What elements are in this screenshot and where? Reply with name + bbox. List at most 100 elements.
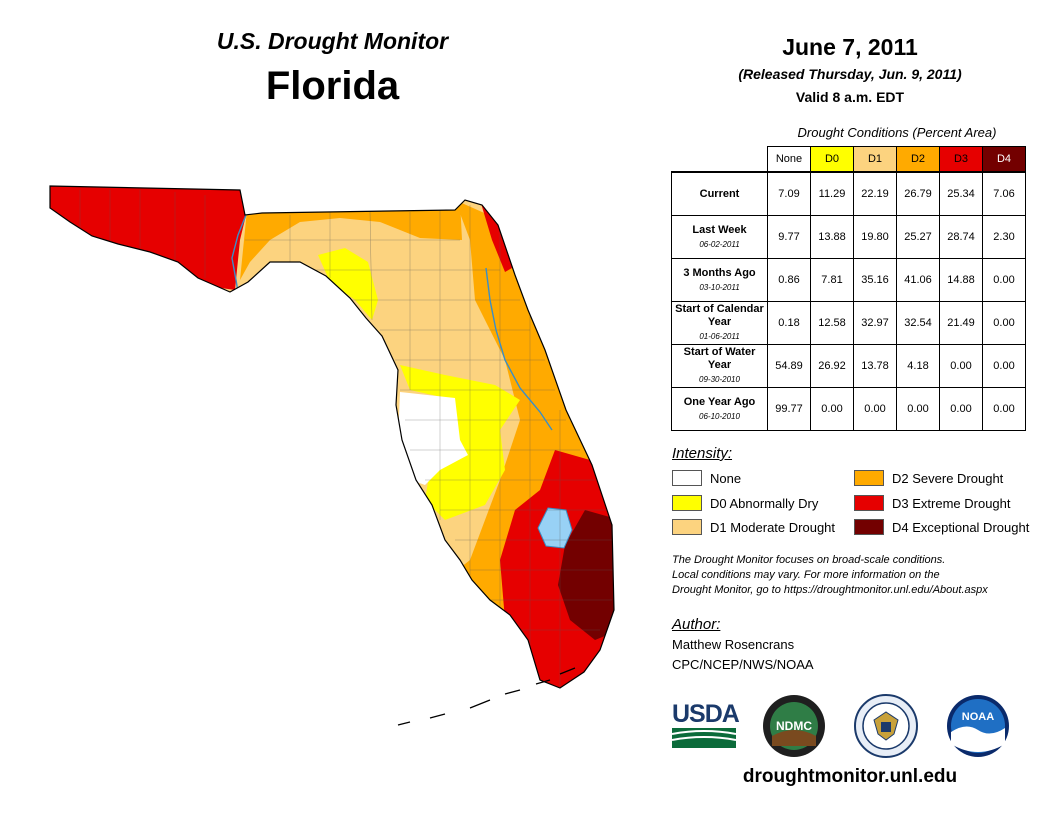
table-cell: 0.00	[810, 387, 854, 431]
table-cell: 7.81	[810, 258, 854, 302]
website-link[interactable]: droughtmonitor.unl.edu	[742, 766, 958, 787]
row-label-text: Current	[699, 187, 740, 200]
disclaimer-note: The Drought Monitor focuses on broad-sca…	[672, 553, 1042, 598]
table-cell: 32.54	[896, 301, 940, 345]
noaa-logo[interactable]: NOAA	[946, 694, 1010, 758]
table-cell: 0.00	[982, 301, 1026, 345]
st-johns-river	[485, 267, 553, 431]
table-row: Last Week 06-02-2011 9.77 13.88 19.80 25.27 28…	[671, 215, 1026, 259]
col-header-d2: D2	[896, 146, 940, 173]
table-cell: 9.77	[767, 215, 811, 259]
legend-item-d3: D3 Extreme Drought	[854, 495, 1011, 511]
table-cell: 14.88	[939, 258, 983, 302]
row-label: Start of Water Year 09-30-2010	[671, 344, 768, 388]
author-org: CPC/NCEP/NWS/NOAA	[672, 657, 814, 672]
row-date: 06-10-2010	[699, 411, 740, 421]
table-cell: 11.29	[810, 171, 854, 216]
florida-outline	[49, 185, 615, 689]
drought-conditions-table: None D0 D1 D2 D3 D4 Current 7.09 11.29 22.1…	[671, 146, 1026, 431]
table-cell: 25.34	[939, 171, 983, 216]
legend-swatch	[672, 470, 702, 486]
row-date: 03-10-2011	[699, 282, 740, 292]
table-cell: 0.00	[939, 344, 983, 388]
legend-swatch	[672, 495, 702, 511]
legend-item-d4: D4 Exceptional Drought	[854, 519, 1029, 535]
table-cell: 7.09	[767, 171, 811, 216]
table-row: Current 7.09 11.29 22.19 26.79 25.34 7.06	[671, 171, 1026, 216]
row-label-text: One Year Ago	[683, 395, 756, 408]
note-line-3: Drought Monitor, go to https://droughtmo…	[672, 584, 988, 596]
table-cell: 99.77	[767, 387, 811, 431]
table-caption: Drought Conditions (Percent Area)	[797, 125, 997, 140]
none-region	[398, 392, 468, 485]
row-label: Start of Calendar Year 01-06-2011	[671, 301, 768, 345]
table-cell: 54.89	[767, 344, 811, 388]
table-cell: 32.97	[853, 301, 897, 345]
legend-item-d2: D2 Severe Drought	[854, 470, 1003, 486]
col-header-d0: D0	[810, 146, 854, 173]
table-cell: 35.16	[853, 258, 897, 302]
author-name: Matthew Rosencrans	[672, 637, 795, 652]
col-header-d4: D4	[982, 146, 1026, 173]
legend-swatch	[854, 519, 884, 535]
valid-time: Valid 8 a.m. EDT	[795, 89, 905, 105]
map-date: June 7, 2011	[782, 34, 918, 60]
legend-title: Intensity:	[672, 445, 733, 462]
legend-item-d1: D1 Moderate Drought	[672, 519, 835, 535]
table-cell: 13.88	[810, 215, 854, 259]
table-cell: 0.00	[853, 387, 897, 431]
row-label-text: Last Week	[692, 223, 747, 236]
table-cell: 0.00	[939, 387, 983, 431]
legend-label: D4 Exceptional Drought	[892, 519, 1030, 535]
row-label: One Year Ago 06-10-2010	[671, 387, 768, 431]
legend-label: None	[710, 470, 742, 486]
d3-region-northeast	[480, 200, 512, 272]
florida-drought-map	[49, 185, 615, 726]
table-cell: 2.30	[982, 215, 1026, 259]
author-title: Author:	[672, 616, 721, 633]
table-cell: 26.92	[810, 344, 854, 388]
table-header-row: None D0 D1 D2 D3 D4	[672, 146, 1026, 173]
table-cell: 19.80	[853, 215, 897, 259]
col-header-d1: D1	[853, 146, 897, 173]
d0-region-north	[318, 248, 378, 320]
release-date: (Released Thursday, Jun. 9, 2011)	[738, 66, 962, 82]
legend-swatch	[854, 470, 884, 486]
row-label: Current	[671, 171, 768, 216]
table-row: Start of Water Year 09-30-2010 54.89 26.92 1…	[671, 344, 1026, 388]
d2-region-bigbend	[240, 200, 462, 280]
note-line-1: The Drought Monitor focuses on broad-sca…	[672, 554, 946, 566]
table-cell: 0.00	[896, 387, 940, 431]
usda-logo-text: USDA	[672, 700, 740, 728]
table-cell: 25.27	[896, 215, 940, 259]
table-row: One Year Ago 06-10-2010 99.77 0.00 0.00 0.00 0…	[671, 387, 1026, 431]
row-label-text: Start of Calendar Year	[675, 303, 764, 328]
d4-region	[558, 510, 614, 640]
florida-keys	[397, 667, 576, 726]
d3-region-panhandle	[50, 186, 246, 290]
state-title: Florida	[265, 64, 400, 108]
commerce-department-seal[interactable]	[854, 694, 918, 758]
table-row: 3 Months Ago 03-10-2011 0.86 7.81 35.16 41.06…	[671, 258, 1026, 302]
note-line-2: Local conditions may vary. For more info…	[672, 569, 940, 581]
table-cell: 26.79	[896, 171, 940, 216]
legend-swatch	[672, 519, 702, 535]
usda-field-icon	[671, 728, 737, 748]
legend-label: D1 Moderate Drought	[710, 519, 836, 535]
legend-item-d0: D0 Abnormally Dry	[672, 495, 818, 511]
apalachicola-river	[231, 214, 247, 293]
table-cell: 12.58	[810, 301, 854, 345]
table-cell: 0.00	[982, 258, 1026, 302]
table-cell: 22.19	[853, 171, 897, 216]
row-date: 01-06-2011	[699, 332, 740, 341]
legend-item-none: None	[672, 470, 741, 486]
legend-swatch	[854, 495, 884, 511]
col-header-none: None	[767, 146, 811, 173]
table-cell: 7.06	[982, 171, 1026, 216]
usda-logo[interactable]: USDA	[671, 700, 740, 750]
legend-label: D3 Extreme Drought	[892, 495, 1011, 511]
table-cell: 4.18	[896, 344, 940, 388]
row-date: 09-30-2010	[699, 375, 740, 384]
monitor-title: U.S. Drought Monitor	[216, 28, 449, 54]
ndmc-logo[interactable]: NDMC	[762, 694, 826, 758]
